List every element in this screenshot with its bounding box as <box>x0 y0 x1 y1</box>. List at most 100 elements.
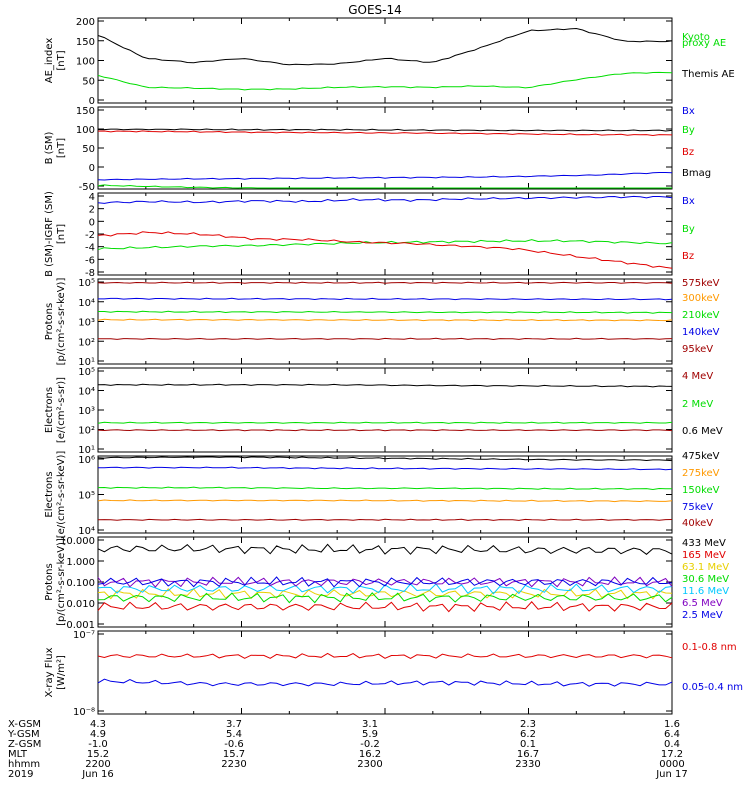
legend-label-6-5-mev: 6.5 MeV <box>682 598 723 609</box>
ephemeris-value: 2330 <box>515 759 540 770</box>
series-line-kyoto-proxy-ae <box>97 71 673 91</box>
series-line-4-mev <box>97 428 673 432</box>
ephemeris-row-label: 2019 <box>8 769 33 780</box>
series-line-75kev <box>98 466 673 471</box>
ephemeris-value: 2300 <box>357 759 382 770</box>
y-tick-label: 10¹ <box>78 357 95 368</box>
legend-label-0-1-0-8-nm: 0.1-0.8 nm <box>682 642 737 653</box>
y-tick-label: 0.001 <box>66 620 95 631</box>
ephemeris-value: -1.0 <box>88 739 108 750</box>
ephemeris-row-label: Z-GSM <box>8 739 41 750</box>
ephemeris-value: Jun 17 <box>655 769 688 780</box>
series-line-2-mev <box>97 421 673 424</box>
legend-label-11-6-mev: 11.6 MeV <box>682 586 729 597</box>
series-line-by <box>97 239 673 251</box>
series-line-0-05-0-4-nm <box>97 678 673 687</box>
ephemeris-row-label: MLT <box>8 749 28 760</box>
ephemeris-value: 2230 <box>221 759 246 770</box>
y-axis-label: [nT] <box>56 50 67 70</box>
y-tick-label: 150 <box>76 37 95 48</box>
legend-label-210kev: 210keV <box>682 310 720 321</box>
series-line-2-5-mev <box>97 576 673 588</box>
y-tick-label: 200 <box>76 17 95 28</box>
y-tick-label: 50 <box>82 76 95 87</box>
panel-frame <box>97 278 673 365</box>
series-line-275kev <box>97 499 673 503</box>
series-line-themis-ae <box>97 27 673 66</box>
legend-label-bmag: Bmag <box>682 168 711 179</box>
legend-label-140kev: 140keV <box>682 327 720 338</box>
legend-label-63-1-mev: 63.1 MeV <box>682 562 729 573</box>
panel-electrons_kev: 10⁶ 10⁵ 10⁴ Electrons [e/(cm²-s-sr-keV)] 475k… <box>44 451 720 539</box>
legend-label-by: By <box>682 125 695 136</box>
y-axis-label: [nT] <box>56 224 67 244</box>
series-line-bmag <box>98 128 673 132</box>
ephemeris-value: 0.4 <box>664 739 680 750</box>
y-tick-label: 10⁵ <box>78 491 95 502</box>
ephemeris-value: 5.4 <box>226 729 242 740</box>
y-axis-label: Protons <box>44 303 55 340</box>
y-tick-label: 1.000 <box>66 557 95 568</box>
series-line-bz <box>97 231 673 269</box>
series-line-475kev <box>97 456 673 462</box>
legend-label-kyoto: Kyoto <box>682 32 710 43</box>
ephemeris-value: 17.2 <box>661 749 683 760</box>
ephemeris-value: 3.7 <box>226 719 242 730</box>
y-tick-label: 4 <box>89 192 95 203</box>
legend-label-by: By <box>682 224 695 235</box>
legend-label-0-05-0-4-nm: 0.05-0.4 nm <box>682 682 743 693</box>
y-tick-label: 100 <box>76 57 95 68</box>
panel-frame <box>97 367 673 453</box>
y-axis-label: [nT] <box>56 138 67 158</box>
panel-protons_low: 10⁵ 10⁴ 10³ 10² 10¹ Protons [p/(cm²-s-sr-keV)]… <box>44 278 720 368</box>
legend-label-275kev: 275keV <box>682 468 720 479</box>
y-tick-label: 10⁴ <box>78 387 95 398</box>
y-axis-label: [e/(cm²-s-sr)] <box>56 377 67 443</box>
legend-label-0-6-mev: 0.6 MeV <box>682 426 723 437</box>
legend-label-themis-ae: Themis AE <box>681 69 735 80</box>
panel-protons_high: 10.000 1.000 0.100 0.010 0.001 Protons [p/(cm²… <box>44 536 729 631</box>
y-tick-label: 0.100 <box>66 578 95 589</box>
legend-label-2-mev: 2 MeV <box>682 399 713 410</box>
series-line-575kev <box>97 281 673 284</box>
panel-frame <box>97 17 673 104</box>
series-line-165-mev <box>97 601 673 613</box>
y-tick-label: 10³ <box>78 406 95 417</box>
series-line-150kev <box>97 486 672 491</box>
legend-label-bx: Bx <box>682 196 695 207</box>
series-line-bx <box>97 172 673 181</box>
y-tick-label: -4 <box>85 243 95 254</box>
legend-label-433-mev: 433 MeV <box>682 538 726 549</box>
ephemeris-value: 6.4 <box>664 729 680 740</box>
ephemeris-value: 2200 <box>85 759 110 770</box>
y-axis-label: Electrons <box>44 387 55 433</box>
ephemeris-value: -0.2 <box>360 739 380 750</box>
y-axis-label: [p/(cm²-s-sr-keV)] <box>56 278 67 366</box>
panel-xray: 10⁻⁷ 10⁻⁸ X-ray Flux [W/m²] 0.1-0.8 nm 0.05-0… <box>44 630 743 718</box>
ephemeris-value: Jun 16 <box>81 769 114 780</box>
series-line-140kev <box>98 297 673 301</box>
y-axis-label: AE_index <box>44 38 55 84</box>
y-tick-label: 10.000 <box>60 536 95 547</box>
ephemeris-value: 15.7 <box>223 749 245 760</box>
panel-bigrf: 4 20 -2 -4-6 -8 B (SM)-IGRF (SM) [nT] Bx By Bz <box>44 191 695 279</box>
legend-label-300kev: 300keV <box>682 293 720 304</box>
ephemeris-value: 16.2 <box>359 749 381 760</box>
y-tick-label: 0.010 <box>66 599 95 610</box>
y-tick-label: 0 <box>89 163 95 174</box>
y-axis-label: [W/m²] <box>56 655 67 690</box>
ephemeris-value: 6.2 <box>520 729 536 740</box>
y-tick-label: 2 <box>89 205 95 216</box>
legend-label-4-mev: 4 MeV <box>682 371 713 382</box>
y-tick-label: 10² <box>78 426 95 437</box>
legend-label-2-5-mev: 2.5 MeV <box>682 610 723 621</box>
legend-label-150kev: 150keV <box>682 485 720 496</box>
y-tick-label: 150 <box>76 106 95 117</box>
series-line-11-6-mev <box>97 583 673 595</box>
ephemeris-value: 0.1 <box>520 739 536 750</box>
